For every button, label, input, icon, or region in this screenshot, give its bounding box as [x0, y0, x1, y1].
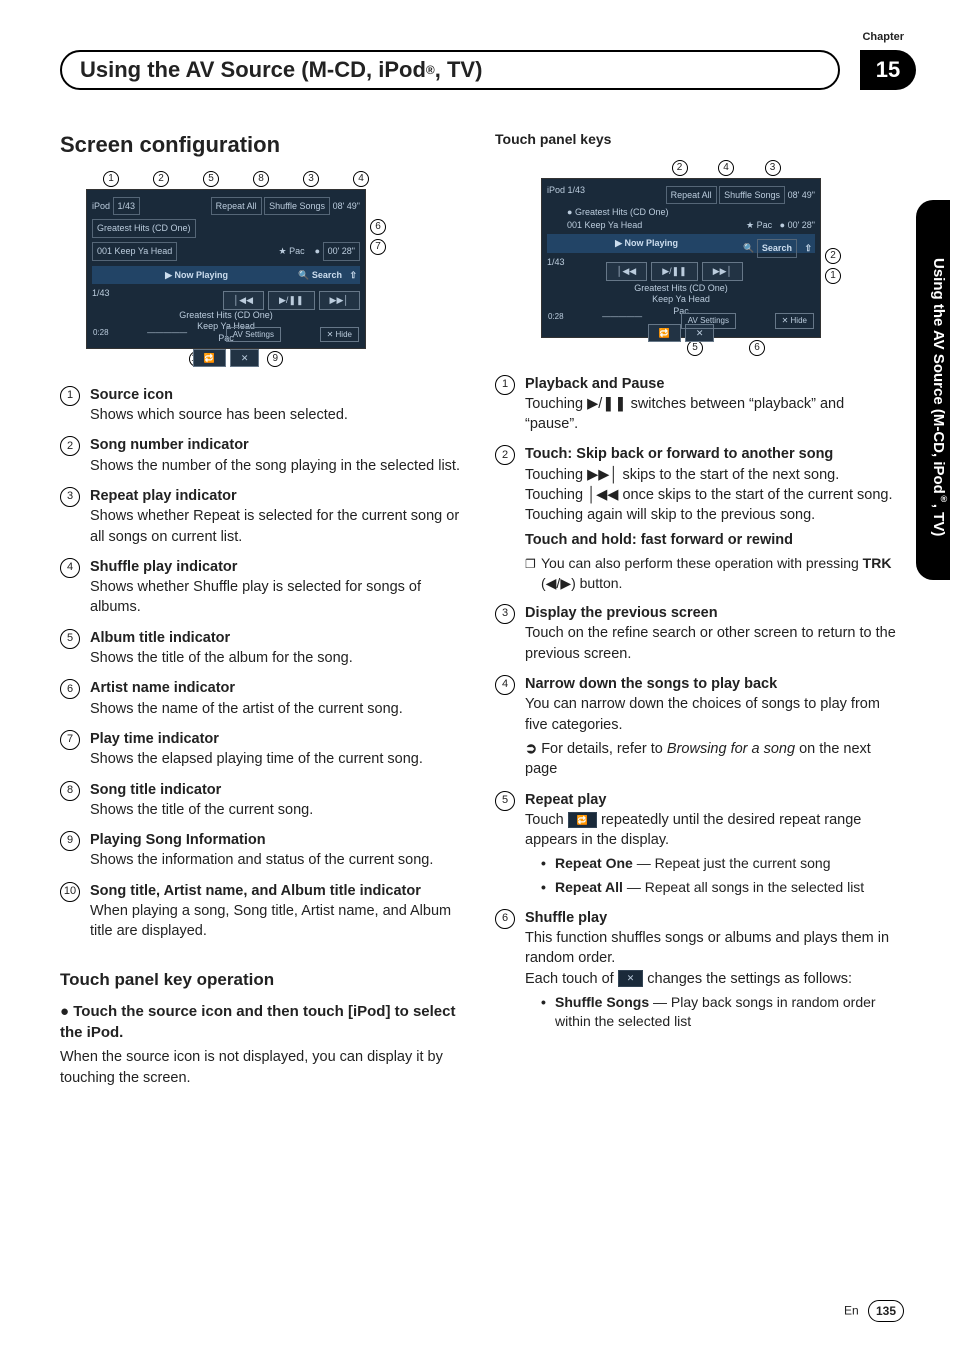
- key-playback-pause: Playback and Pause Touching ▶/❚❚ switche…: [495, 374, 900, 435]
- item-play-time: Play time indicatorShows the elapsed pla…: [60, 729, 465, 770]
- sidetab-pre: Using the AV Source (M-CD, iPod: [930, 258, 947, 494]
- right-column: Touch panel keys 2 4 3 iPod 1/43 Repeat …: [495, 130, 900, 1088]
- touch-operation-heading: Touch panel key operation: [60, 968, 465, 992]
- browsing-ref: For details, refer to Browsing for a son…: [525, 739, 900, 780]
- ipod-screenshot-1: iPod 1/43 Repeat All Shuffle Songs 08' 4…: [86, 189, 366, 349]
- title-pre: Using the AV Source (M-CD, iPod: [80, 55, 426, 86]
- screenshot2-block: 2 4 3 iPod 1/43 Repeat All Shuffle Songs…: [541, 160, 841, 356]
- item-source-icon: Source iconShows which source has been s…: [60, 385, 465, 426]
- shuffle-icon: ✕: [618, 970, 644, 987]
- item-song-number: Song number indicatorShows the number of…: [60, 435, 465, 476]
- chapter-label: Chapter: [862, 30, 904, 45]
- screenshot1-block: 1 2 5 8 3 4 iPod 1/43 Repeat All Shuffle…: [86, 171, 386, 367]
- page-footer: En 135: [844, 1300, 904, 1322]
- screen-config-list: Source iconShows which source has been s…: [60, 385, 465, 942]
- key-repeat-play: Repeat play Touch 🔁 repeatedly until the…: [495, 790, 900, 898]
- repeat-all: Repeat All — Repeat all songs in the sel…: [541, 878, 900, 898]
- touch-keys-list: Playback and Pause Touching ▶/❚❚ switche…: [495, 374, 900, 1032]
- sidetab-sup: ®: [939, 494, 949, 504]
- title-sup: ®: [426, 62, 435, 79]
- screen-config-heading: Screen configuration: [60, 130, 465, 161]
- key-skip: Touch: Skip back or forward to another s…: [495, 444, 900, 593]
- touch-keys-subhead: Touch panel keys: [495, 130, 900, 150]
- item-combined-indicator: Song title, Artist name, and Album title…: [60, 881, 465, 942]
- shuffle-songs: Shuffle Songs — Play back songs in rando…: [541, 993, 900, 1032]
- repeat-icon: 🔁: [568, 812, 597, 829]
- item-artist-name: Artist name indicatorShows the name of t…: [60, 678, 465, 719]
- key-narrow-songs: Narrow down the songs to play back You c…: [495, 674, 900, 779]
- title-post: , TV): [435, 55, 483, 86]
- page-number: 135: [868, 1300, 904, 1322]
- item-song-title: Song title indicatorShows the title of t…: [60, 780, 465, 821]
- callout-top: 1 2 5 8 3 4: [86, 171, 386, 187]
- side-tab: Using the AV Source (M-CD, iPod®, TV): [916, 200, 950, 580]
- chapter-number-badge: 15: [860, 50, 916, 90]
- touch-lead: Touch the source icon and then touch [iP…: [60, 1001, 465, 1043]
- item-album-title: Album title indicatorShows the title of …: [60, 628, 465, 669]
- item-shuffle-indicator: Shuffle play indicatorShows whether Shuf…: [60, 557, 465, 618]
- repeat-one: Repeat One — Repeat just the current son…: [541, 854, 900, 874]
- touch-body: When the source icon is not displayed, y…: [60, 1047, 465, 1088]
- sidetab-post: , TV): [930, 504, 947, 537]
- left-column: Screen configuration 1 2 5 8 3 4 iPod 1/…: [60, 130, 465, 1088]
- trk-note: You can also perform these operation wit…: [525, 554, 900, 593]
- footer-lang: En: [844, 1304, 859, 1318]
- item-repeat-indicator: Repeat play indicatorShows whether Repea…: [60, 486, 465, 547]
- key-previous-screen: Display the previous screen Touch on the…: [495, 603, 900, 664]
- key-shuffle-play: Shuffle play This function shuffles song…: [495, 908, 900, 1032]
- item-playing-info: Playing Song InformationShows the inform…: [60, 830, 465, 871]
- ipod-screenshot-2: iPod 1/43 Repeat All Shuffle Songs 08' 4…: [541, 178, 821, 338]
- page-title: Using the AV Source (M-CD, iPod®, TV): [60, 50, 840, 90]
